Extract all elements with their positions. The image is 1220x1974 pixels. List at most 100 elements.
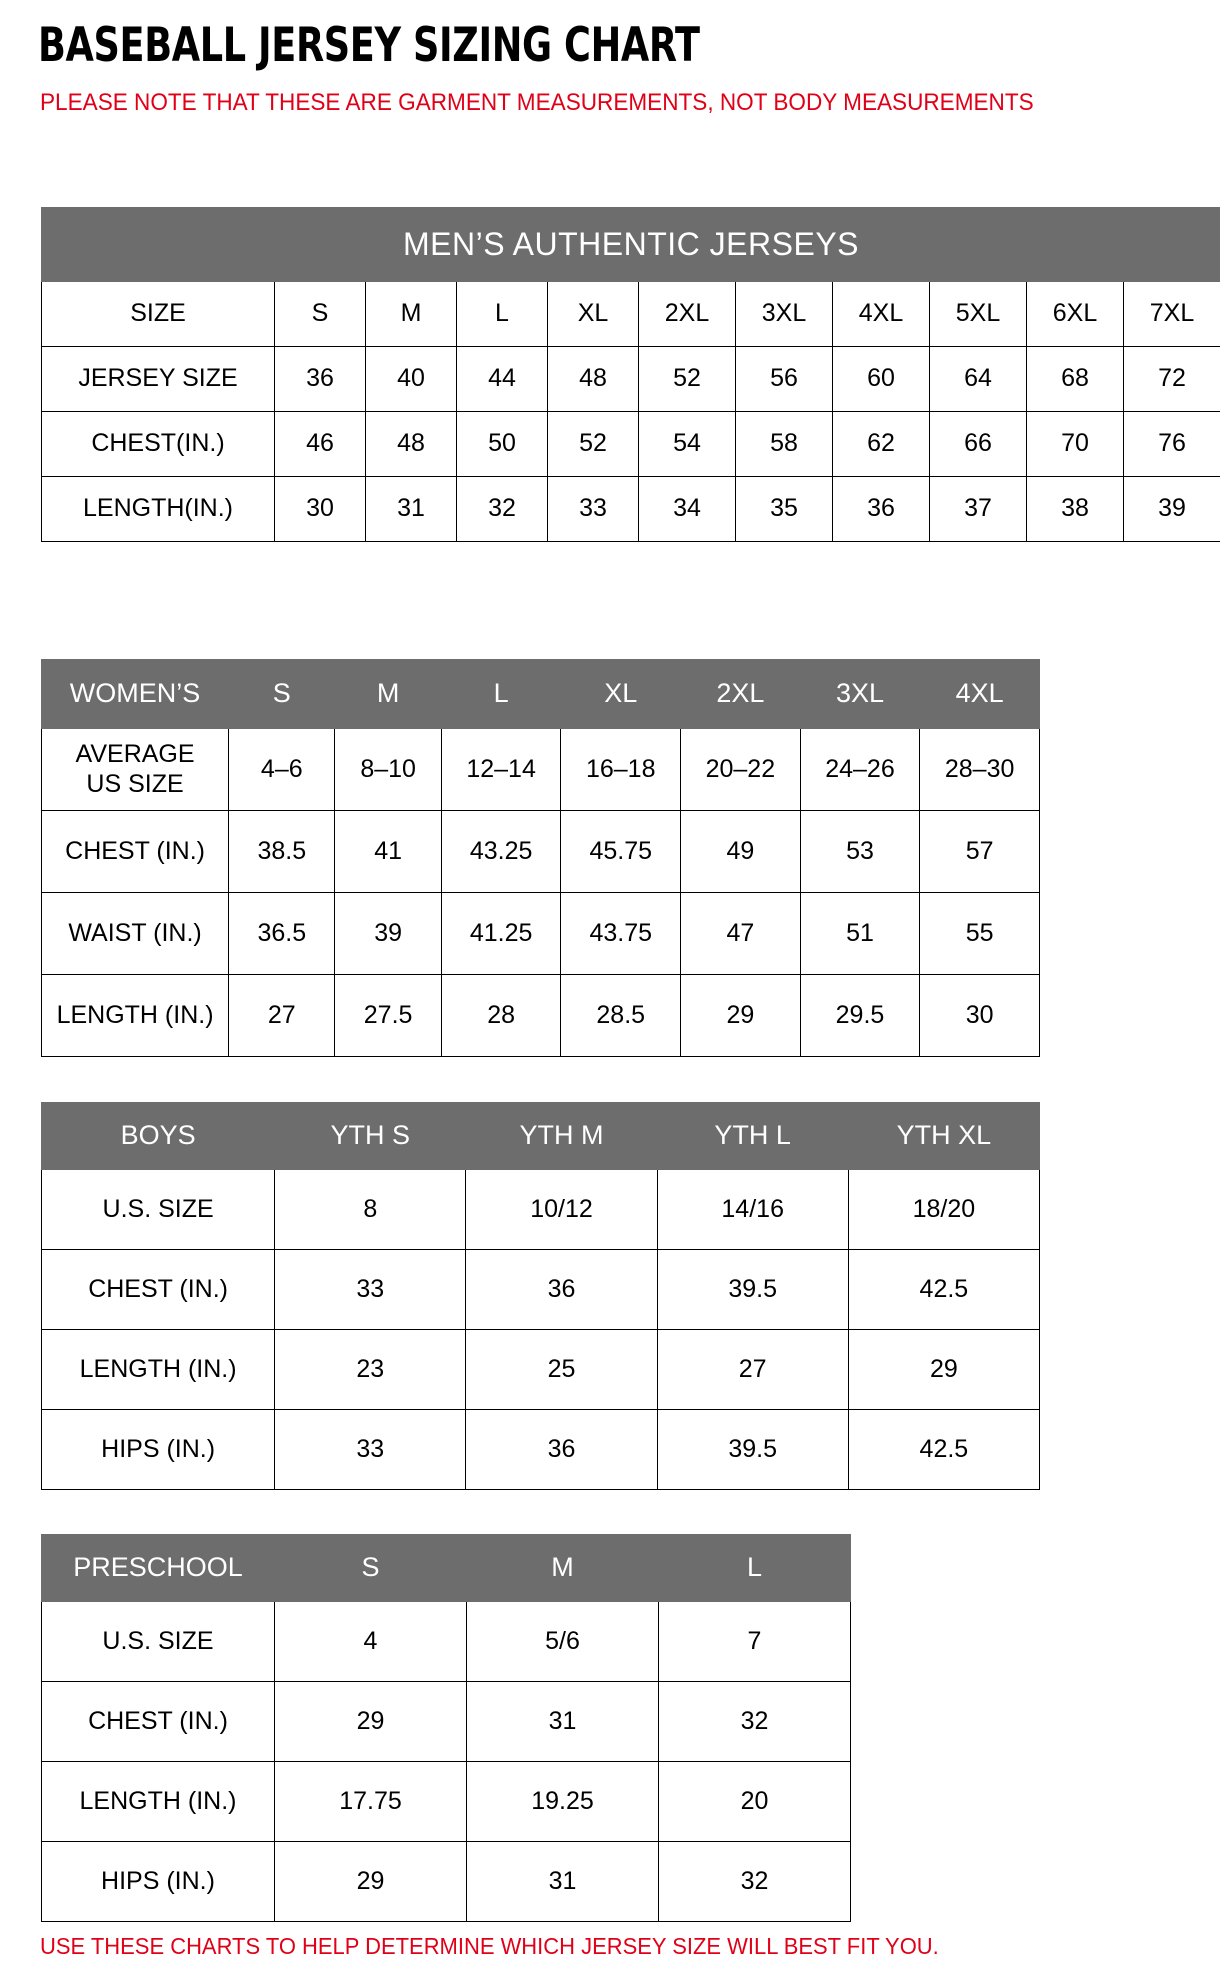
column-header-size: YTH L: [656, 1102, 849, 1170]
table-cell-value: 45.75: [560, 810, 682, 893]
row-label: LENGTH (IN.): [40, 1329, 276, 1410]
table-cell-value: 31: [365, 476, 457, 542]
column-header-size: L: [440, 659, 562, 729]
table-row: WAIST (IN.) 36.5 39 41.25 43.75 47 51 55: [40, 892, 1040, 975]
table-cell-value: 8: [274, 1169, 467, 1250]
table-cell-value: 35: [735, 476, 833, 542]
table-cell-value: 7: [658, 1601, 851, 1682]
table-cell-value: 48: [365, 411, 457, 477]
table-cell-value: 29.5: [799, 974, 921, 1057]
table-cell-value: 19.25: [466, 1761, 659, 1842]
table-cell-value: 16–18: [560, 728, 682, 811]
table-row: U.S. SIZE 4 5/6 7: [41, 1601, 851, 1682]
column-header-size: L: [456, 281, 548, 347]
table-cell-value: 33: [274, 1409, 467, 1490]
row-label: LENGTH (IN.): [41, 1761, 275, 1842]
table-row: LENGTH (IN.) 23 25 27 29: [40, 1329, 1041, 1410]
table-cell-value: 48: [547, 346, 639, 412]
column-header-size: S: [228, 659, 336, 729]
table-cell-value: 43.75: [560, 892, 682, 975]
table-cell-value: 33: [547, 476, 639, 542]
table-row: LENGTH (IN.) 27 27.5 28 28.5 29 29.5 30: [40, 974, 1040, 1057]
table-header-row: SIZE S M L XL 2XL 3XL 4XL 5XL 6XL 7XL: [41, 281, 1220, 347]
table-header-row: WOMEN’S S M L XL 2XL 3XL 4XL: [40, 659, 1040, 729]
column-header-size: 7XL: [1123, 281, 1220, 347]
row-label: HIPS (IN.): [41, 1841, 275, 1922]
mens-table-body: MEN’S AUTHENTIC JERSEYS SIZE S M L XL 2XL 3XL 4X…: [41, 207, 1220, 542]
table-cell-value: 5/6: [466, 1601, 659, 1682]
table-cell-value: 8–10: [334, 728, 442, 811]
column-header-size: 6XL: [1026, 281, 1124, 347]
table-cell-value: 36: [465, 1249, 658, 1330]
table-row: HIPS (IN.) 29 31 32: [41, 1841, 851, 1922]
table-cell-value: 68: [1026, 346, 1124, 412]
column-header-size: 4XL: [832, 281, 930, 347]
table-row: AVERAGE US SIZE 4–6 8–10 12–14 16–18 20–22 24–2…: [40, 728, 1040, 811]
page-title: BASEBALL JERSEY SIZING CHART: [38, 18, 700, 73]
table-cell-value: 51: [799, 892, 921, 975]
table-cell-value: 36.5: [228, 892, 336, 975]
column-header-size: YTH S: [274, 1102, 467, 1170]
row-label: HIPS (IN.): [40, 1409, 276, 1490]
table-cell-value: 72: [1123, 346, 1220, 412]
table-header-row: PRESCHOOL S M L: [41, 1534, 851, 1602]
table-banner-title: MEN’S AUTHENTIC JERSEYS: [41, 207, 1220, 282]
column-header-size: YTH M: [465, 1102, 658, 1170]
table-cell-value: 60: [832, 346, 930, 412]
table-cell-value: 23: [274, 1329, 467, 1410]
table-cell-value: 70: [1026, 411, 1124, 477]
table-cell-value: 30: [274, 476, 366, 542]
table-cell-value: 54: [638, 411, 736, 477]
column-header-label: SIZE: [41, 281, 275, 347]
table-cell-value: 12–14: [440, 728, 562, 811]
table-cell-value: 37: [929, 476, 1027, 542]
table-cell-value: 25: [465, 1329, 658, 1410]
table-cell-value: 18/20: [847, 1169, 1041, 1250]
garment-measurement-note: PLEASE NOTE THAT THESE ARE GARMENT MEASU…: [40, 89, 1034, 116]
table-cell-value: 31: [466, 1841, 659, 1922]
table-cell-value: 56: [735, 346, 833, 412]
column-header-size: YTH XL: [847, 1102, 1041, 1170]
row-label: LENGTH (IN.): [40, 974, 230, 1057]
column-header-size: L: [658, 1534, 851, 1602]
table-cell-value: 41: [334, 810, 442, 893]
table-cell-value: 55: [919, 892, 1040, 975]
womens-table-body: WOMEN’S S M L XL 2XL 3XL 4XL AVERAGE US SIZE 4–6 8–…: [40, 659, 1040, 1057]
column-header-size: 4XL: [919, 659, 1040, 729]
table-cell-value: 50: [456, 411, 548, 477]
table-row: CHEST (IN.) 38.5 41 43.25 45.75 49 53 57: [40, 810, 1040, 893]
table-cell-value: 36: [832, 476, 930, 542]
table-cell-value: 39.5: [656, 1249, 849, 1330]
row-label: U.S. SIZE: [40, 1169, 276, 1250]
table-cell-value: 47: [680, 892, 801, 975]
table-cell-value: 58: [735, 411, 833, 477]
table-row: U.S. SIZE 8 10/12 14/16 18/20: [40, 1169, 1041, 1250]
table-row: CHEST(IN.) 46 48 50 52 54 58 62 66 70 76: [41, 411, 1220, 477]
table-row: CHEST (IN.) 33 36 39.5 42.5: [40, 1249, 1041, 1330]
boys-jerseys-table: BOYS YTH S YTH M YTH L YTH XL U.S. SIZE 8 10/12…: [40, 1102, 1041, 1490]
table-cell-value: 46: [274, 411, 366, 477]
table-cell-value: 31: [466, 1681, 659, 1762]
table-cell-value: 52: [638, 346, 736, 412]
table-cell-value: 43.25: [440, 810, 562, 893]
table-cell-value: 10/12: [465, 1169, 658, 1250]
table-cell-value: 29: [847, 1329, 1041, 1410]
table-cell-value: 4–6: [228, 728, 336, 811]
column-header-size: 2XL: [638, 281, 736, 347]
table-cell-value: 38.5: [228, 810, 336, 893]
table-cell-value: 29: [274, 1681, 467, 1762]
table-cell-value: 32: [456, 476, 548, 542]
table-category-title: BOYS: [40, 1102, 276, 1170]
table-cell-value: 17.75: [274, 1761, 467, 1842]
column-header-size: M: [365, 281, 457, 347]
table-row: HIPS (IN.) 33 36 39.5 42.5: [40, 1409, 1041, 1490]
row-label: LENGTH(IN.): [41, 476, 275, 542]
table-cell-value: 14/16: [656, 1169, 849, 1250]
table-cell-value: 39: [334, 892, 442, 975]
table-cell-value: 41.25: [440, 892, 562, 975]
table-cell-value: 29: [274, 1841, 467, 1922]
table-cell-value: 28: [440, 974, 562, 1057]
table-cell-value: 49: [680, 810, 801, 893]
column-header-size: S: [274, 281, 366, 347]
column-header-size: 5XL: [929, 281, 1027, 347]
